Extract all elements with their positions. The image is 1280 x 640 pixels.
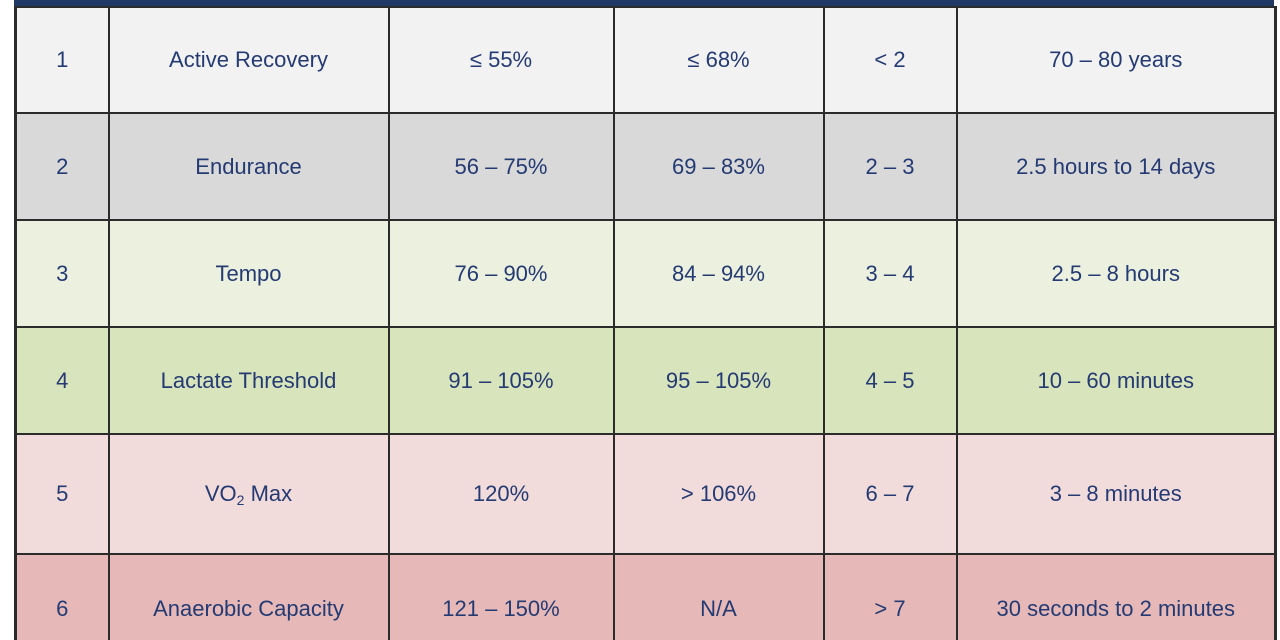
zone-name-cell: Endurance: [107, 112, 390, 221]
table-body: 1 Active Recovery ≤ 55% ≤ 68% < 2 70 – 8…: [14, 6, 1277, 640]
power-cell: 76 – 90%: [387, 219, 615, 328]
zone-name-cell: Active Recovery: [107, 6, 390, 114]
zone-name-cell: Lactate Threshold: [107, 326, 390, 435]
zone-number-cell: 5: [14, 433, 110, 555]
power-cell: 91 – 105%: [387, 326, 615, 435]
power-cell: 56 – 75%: [387, 112, 615, 221]
zone-number-cell: 1: [14, 6, 110, 114]
zone-name-text: VO: [204, 481, 237, 506]
zone-name-subscript: 2: [236, 492, 245, 508]
table-row-zone-6: 6 Anaerobic Capacity 121 – 150% N/A > 7 …: [14, 553, 1277, 640]
rpe-cell: 2 – 3: [822, 112, 958, 221]
zone-name-cell: Tempo: [107, 219, 390, 328]
rpe-cell: < 2: [822, 6, 958, 114]
table-row-zone-5: 5 VO2 Max 120% > 106% 6 – 7 3 – 8 minute…: [14, 433, 1277, 555]
rpe-cell: > 7: [822, 553, 958, 640]
duration-cell: 70 – 80 years: [955, 6, 1277, 114]
heart-rate-cell: ≤ 68%: [612, 6, 825, 114]
power-cell: 120%: [387, 433, 615, 555]
zone-name-cell: Anaerobic Capacity: [107, 553, 390, 640]
duration-cell: 30 seconds to 2 minutes: [955, 553, 1277, 640]
table-row-zone-4: 4 Lactate Threshold 91 – 105% 95 – 105% …: [14, 326, 1277, 435]
table-row-zone-2: 2 Endurance 56 – 75% 69 – 83% 2 – 3 2.5 …: [14, 112, 1277, 221]
rpe-cell: 4 – 5: [822, 326, 958, 435]
heart-rate-cell: N/A: [612, 553, 825, 640]
power-cell: ≤ 55%: [387, 6, 615, 114]
duration-cell: 10 – 60 minutes: [955, 326, 1277, 435]
zone-number-cell: 2: [14, 112, 110, 221]
table-header-bar: [14, 0, 1274, 6]
duration-cell: 2.5 hours to 14 days: [955, 112, 1277, 221]
heart-rate-cell: 69 – 83%: [612, 112, 825, 221]
duration-cell: 2.5 – 8 hours: [955, 219, 1277, 328]
zone-number-cell: 3: [14, 219, 110, 328]
table-row-zone-3: 3 Tempo 76 – 90% 84 – 94% 3 – 4 2.5 – 8 …: [14, 219, 1277, 328]
rpe-cell: 6 – 7: [822, 433, 958, 555]
zone-name-tail: Max: [244, 481, 293, 506]
zone-name-cell: VO2 Max: [107, 433, 390, 555]
heart-rate-cell: 95 – 105%: [612, 326, 825, 435]
duration-cell: 3 – 8 minutes: [955, 433, 1277, 555]
zone-number-cell: 4: [14, 326, 110, 435]
power-cell: 121 – 150%: [387, 553, 615, 640]
zone-number-cell: 6: [14, 553, 110, 640]
table-row-zone-1: 1 Active Recovery ≤ 55% ≤ 68% < 2 70 – 8…: [14, 6, 1277, 114]
rpe-cell: 3 – 4: [822, 219, 958, 328]
heart-rate-cell: 84 – 94%: [612, 219, 825, 328]
heart-rate-cell: > 106%: [612, 433, 825, 555]
training-zones-table: 1 Active Recovery ≤ 55% ≤ 68% < 2 70 – 8…: [14, 6, 1277, 640]
